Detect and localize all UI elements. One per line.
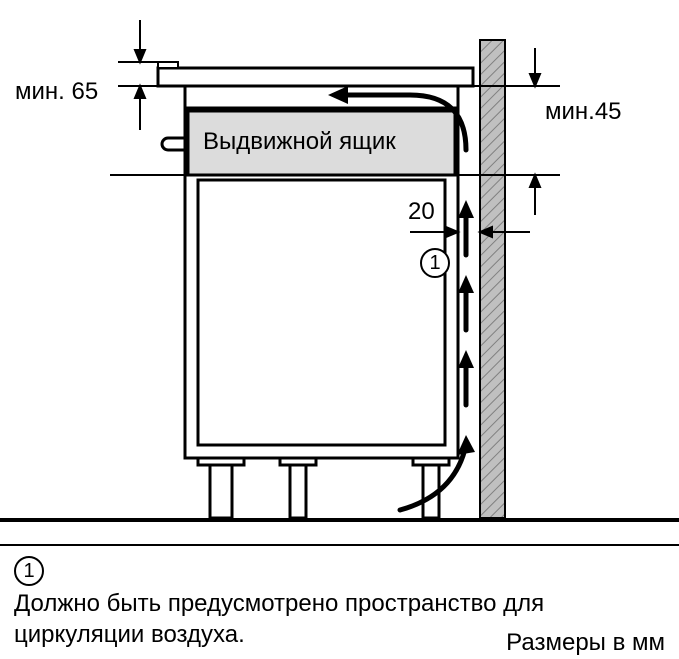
airflow-vertical [458, 200, 474, 405]
airflow-bottom-arrowhead [457, 435, 475, 455]
cooktop [158, 62, 473, 108]
drawer-label: Выдвижной ящик [203, 128, 396, 156]
note-number: 1 [23, 560, 34, 582]
units-label: Размеры в мм [506, 629, 665, 657]
diagram-container: мин. 65 мин.45 Выдвижной ящик 20 1 1 Дол… [0, 0, 679, 659]
min65-label: мин. 65 [15, 78, 98, 106]
callout-circle-1: 1 [420, 248, 450, 278]
handle [162, 138, 185, 150]
wall [480, 40, 505, 518]
gap20-label: 20 [408, 198, 435, 226]
min45-label: мин.45 [545, 98, 622, 126]
callout-number: 1 [429, 252, 440, 274]
note-circle-1: 1 [14, 556, 44, 586]
